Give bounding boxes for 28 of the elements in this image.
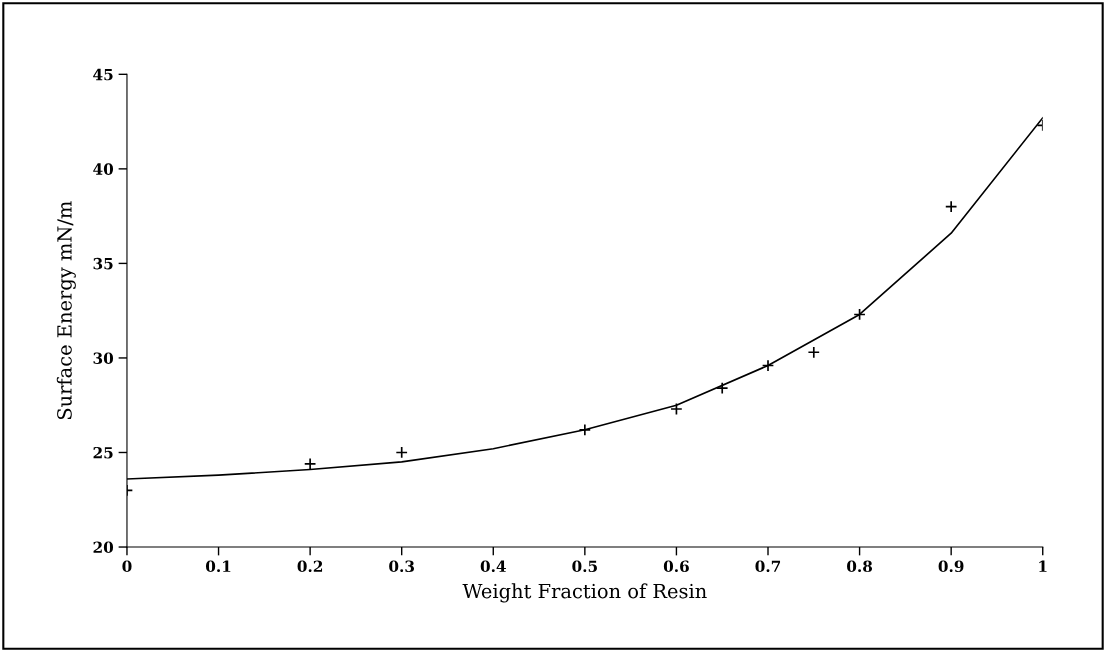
point	[807, 346, 821, 359]
y-tick-label: 45	[93, 68, 113, 81]
point	[853, 308, 866, 321]
x-tick-label: 0.9	[938, 560, 964, 573]
x-tick-label: 0.8	[847, 560, 873, 573]
point	[303, 457, 317, 471]
y-tick-label: 25	[93, 446, 113, 459]
point	[395, 446, 408, 459]
y-tick-label: 35	[93, 257, 113, 270]
point	[761, 359, 775, 372]
y-tick-label: 30	[93, 352, 114, 364]
x-axis-title: Weight Fraction of Resin	[462, 583, 707, 603]
point	[716, 381, 729, 395]
x-tick-label: 0.5	[572, 560, 597, 573]
x-tick-label: 0.7	[755, 560, 781, 573]
x-tick-label: 0.4	[480, 560, 506, 573]
x-tick-label: 1	[1039, 560, 1047, 572]
point	[578, 423, 592, 437]
point	[670, 402, 683, 416]
y-axis-title: Surface Energy mN/m	[56, 201, 76, 420]
x-tick-label: 0.1	[205, 560, 231, 573]
point	[944, 200, 958, 213]
x-tick-label: 0.3	[389, 560, 415, 573]
y-tick-label: 40	[93, 163, 114, 175]
x-tick-label: 0.2	[297, 560, 323, 573]
y-tick-label: 20	[93, 541, 114, 554]
x-tick-label: 0	[122, 560, 132, 573]
x-tick-label: 0.6	[663, 560, 689, 573]
